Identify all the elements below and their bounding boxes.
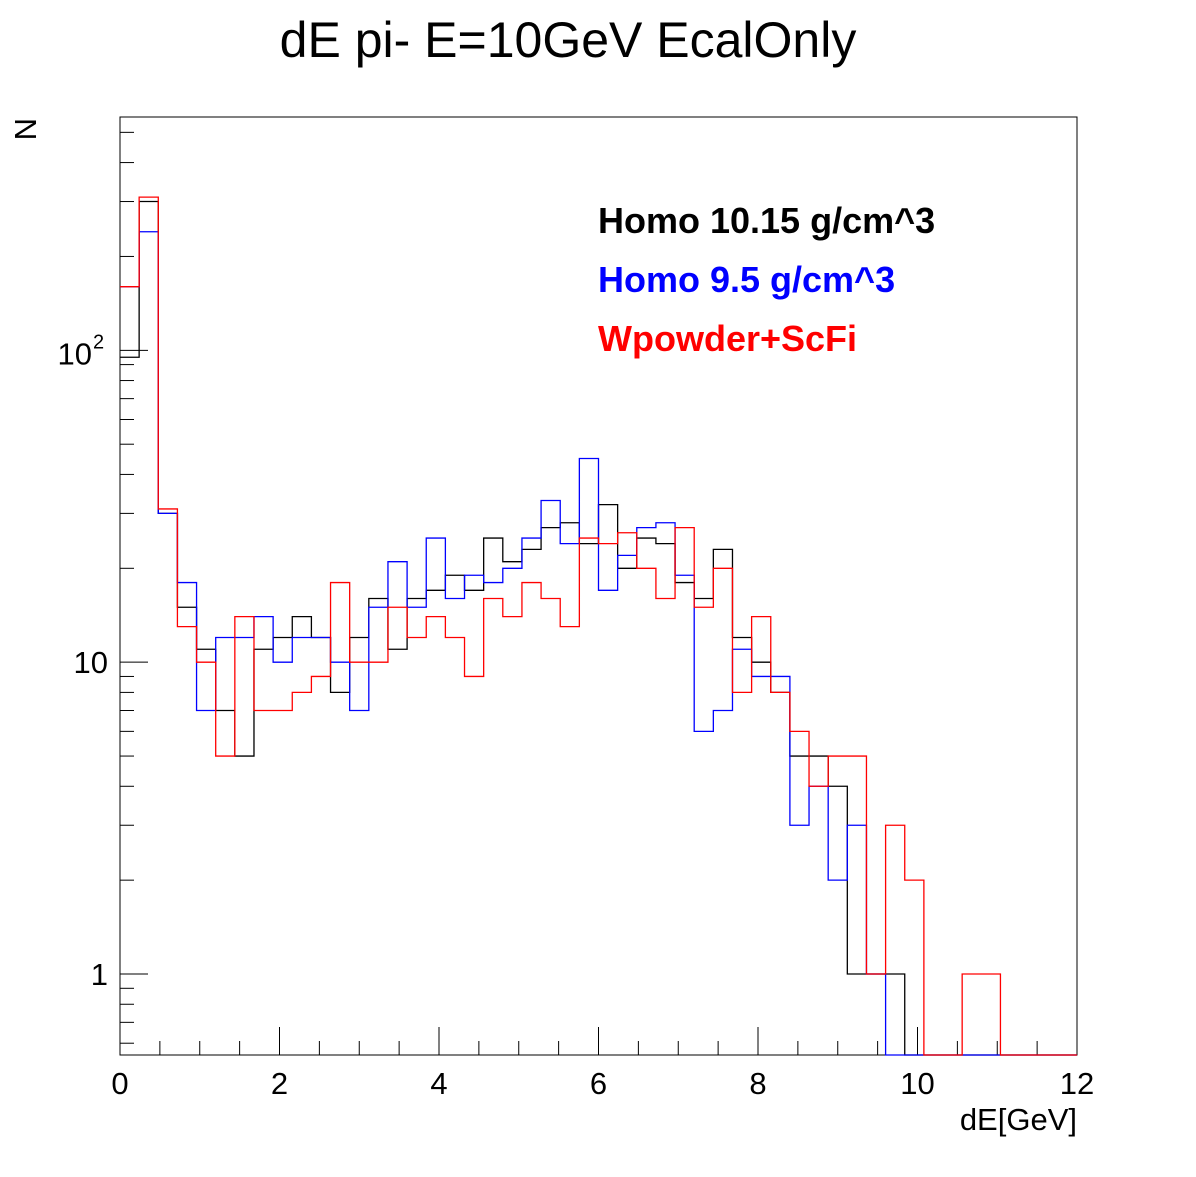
x-tick-label: 10	[900, 1066, 934, 1101]
series-layer	[120, 196, 1077, 1056]
x-tick-label: 6	[590, 1066, 607, 1101]
axis-ticks	[119, 131, 1078, 1055]
x-tick-label: 12	[1060, 1066, 1094, 1101]
y-tick-exponent: 2	[93, 331, 104, 353]
legend: Homo 10.15 g/cm^3 Homo 9.5 g/cm^3 Wpowder+…	[598, 200, 935, 359]
legend-entry: Homo 10.15 g/cm^3	[598, 200, 935, 241]
series-3	[120, 196, 1077, 1056]
series-2	[120, 231, 1077, 1056]
y-axis-label: N	[8, 118, 43, 140]
legend-entry: Homo 9.5 g/cm^3	[598, 259, 895, 300]
x-tick-label: 2	[271, 1066, 288, 1101]
x-tick-label: 0	[111, 1066, 128, 1101]
histogram-line	[120, 231, 1077, 1056]
x-axis-label: dE[GeV]	[960, 1102, 1077, 1137]
y-tick-label: 1	[91, 957, 108, 992]
y-tick-label: 10	[58, 336, 92, 371]
histogram-line	[120, 196, 1077, 1056]
legend-entry: Wpowder+ScFi	[598, 318, 857, 359]
y-tick-label: 10	[74, 645, 108, 680]
chart-title: dE pi- E=10GeV EcalOnly	[280, 12, 857, 68]
x-tick-label: 4	[430, 1066, 447, 1101]
x-tick-label: 8	[749, 1066, 766, 1101]
